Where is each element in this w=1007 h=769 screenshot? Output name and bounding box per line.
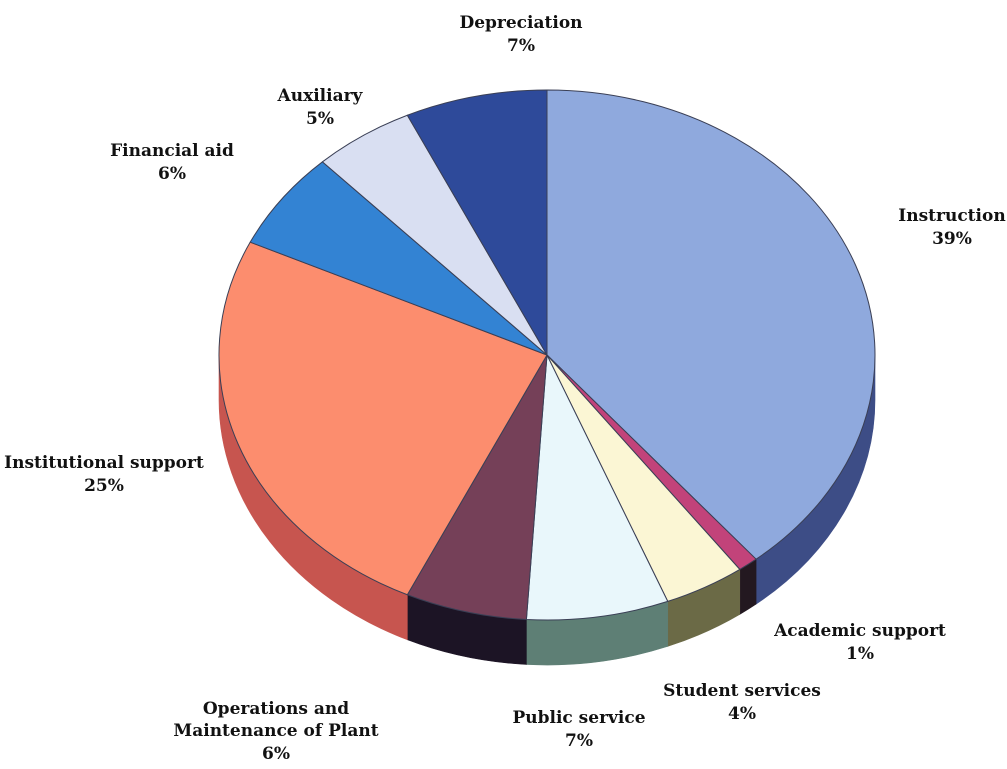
slice-label-financial-aid: Financial aid 6%: [110, 141, 234, 184]
slice-value-label: 7%: [507, 36, 535, 56]
slice-label-text: Auxiliary: [277, 86, 364, 106]
slice-value-label: 25%: [84, 476, 124, 496]
slice-value-label: 6%: [262, 744, 290, 764]
slice-label-text: Institutional support: [4, 453, 204, 473]
slice-label-text: Instruction: [898, 206, 1005, 226]
slice-label-text: Depreciation: [459, 13, 582, 33]
pie-labels: Instruction 39% Academic support 1% Student …: [4, 13, 1006, 764]
slice-label-text: Maintenance of Plant: [173, 721, 378, 741]
pie-slice-operations-and-maintenance-of-plant: [406, 354, 548, 620]
slice-value-label: 7%: [565, 731, 593, 751]
pie-slice-instruction: [546, 89, 876, 560]
slice-label-operations-and-maintenance-of-plant: Operations and Maintenance of Plant 6%: [173, 699, 378, 764]
slice-label-auxiliary: Auxiliary 5%: [277, 86, 364, 129]
slice-value-label: 4%: [728, 704, 756, 724]
pie-slices: [218, 89, 876, 621]
slice-label-depreciation: Depreciation 7%: [459, 13, 582, 56]
pie-slice-institutional-support: [218, 241, 548, 596]
pie-slice-financial-aid: [249, 161, 548, 356]
slice-value-label: 5%: [306, 109, 334, 129]
slice-label-text: Financial aid: [110, 141, 234, 161]
slice-label-text: Student services: [663, 681, 821, 701]
slice-value-label: 6%: [158, 164, 186, 184]
slice-label-public-service: Public service 7%: [512, 708, 645, 751]
slice-label-academic-support: Academic support 1%: [773, 621, 946, 664]
slice-value-label: 1%: [846, 644, 874, 664]
pie-slice-public-service: [525, 354, 669, 621]
pie-slice-depreciation: [406, 89, 548, 356]
slice-label-text: Operations and: [203, 699, 349, 719]
slice-label-instruction: Instruction 39%: [898, 206, 1005, 249]
slice-label-text: Public service: [512, 708, 645, 728]
pie-3d-sides: [218, 354, 876, 666]
slice-label-text: Academic support: [773, 621, 946, 641]
slice-label-student-services: Student services 4%: [663, 681, 821, 724]
slice-label-institutional-support: Institutional support 25%: [4, 453, 204, 496]
slice-value-label: 39%: [932, 229, 972, 249]
